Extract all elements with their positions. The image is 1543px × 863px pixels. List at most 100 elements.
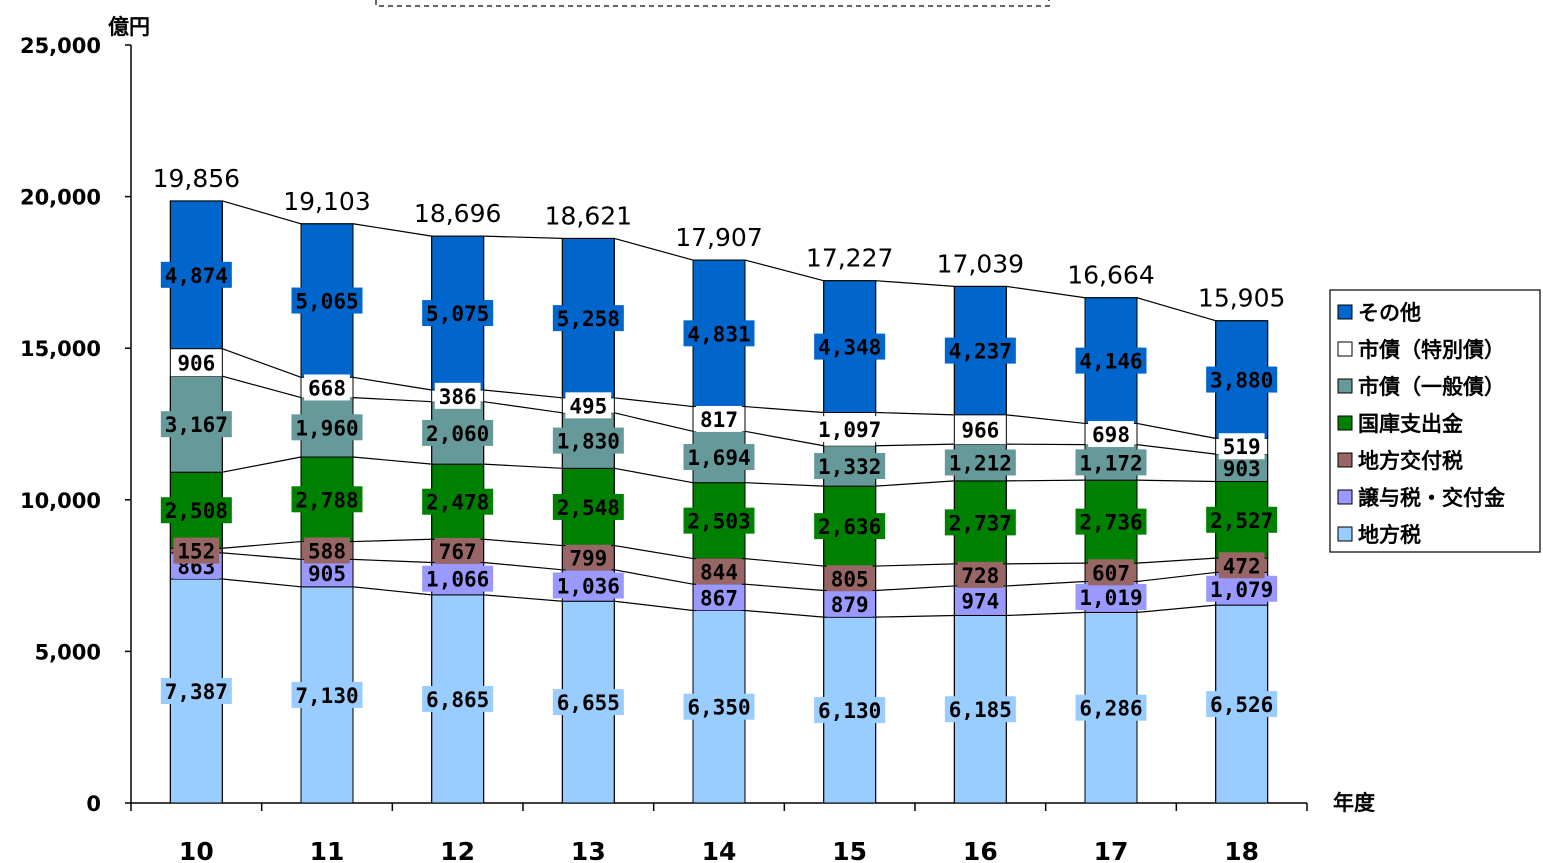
bar-outline — [561, 237, 615, 804]
series-connector-line — [352, 456, 432, 465]
series-connector-line — [875, 614, 955, 618]
data-label-bg — [683, 444, 755, 471]
data-label-bg — [1206, 366, 1278, 393]
series-connector-line — [875, 480, 955, 487]
legend-label: 市債（一般債） — [1358, 375, 1505, 399]
series-connector-line — [352, 376, 432, 391]
data-label: 588 — [308, 539, 346, 563]
data-label: 2,060 — [426, 422, 489, 446]
bar-outline — [431, 235, 485, 804]
series-connector-line — [352, 558, 432, 564]
data-label: 1,019 — [1079, 586, 1142, 610]
data-label: 4,348 — [818, 336, 881, 360]
data-label-bg — [1075, 347, 1147, 374]
data-label: 2,508 — [165, 499, 228, 523]
data-label-bg — [683, 693, 755, 720]
total-label: 18,621 — [545, 201, 632, 230]
y-tick-label: 25,000 — [20, 34, 101, 58]
series-connector-line — [1006, 285, 1086, 299]
data-label: 879 — [831, 593, 869, 617]
bar-outline — [953, 285, 1007, 804]
series-connector-line — [483, 463, 563, 469]
series-connector-line — [744, 482, 824, 487]
total-label: 18,696 — [414, 199, 501, 228]
series-connector-line — [614, 544, 694, 560]
data-label: 2,636 — [818, 515, 881, 539]
data-label: 5,258 — [557, 307, 620, 331]
data-label-bg — [422, 488, 494, 515]
total-label: 17,907 — [675, 223, 762, 252]
legend-swatch — [1337, 489, 1353, 505]
series-connector-line — [483, 235, 563, 240]
data-label: 6,865 — [426, 688, 489, 712]
data-label: 607 — [1092, 561, 1130, 585]
y-tick-label: 10,000 — [20, 489, 101, 513]
data-label-bg — [422, 565, 494, 592]
y-tick-label: 15,000 — [20, 337, 101, 361]
data-label-bg — [944, 509, 1016, 536]
data-label-bg — [696, 558, 742, 585]
data-label: 906 — [177, 351, 215, 375]
legend-swatch — [1337, 341, 1353, 357]
series-connector-line — [614, 237, 694, 261]
series-connector-line — [352, 396, 432, 403]
y-tick-label: 5,000 — [35, 640, 101, 664]
data-label-bg — [160, 497, 232, 524]
series-connector-line — [1006, 479, 1086, 482]
data-label: 1,036 — [557, 575, 620, 599]
x-tick-label: 15 — [832, 837, 867, 863]
data-label-bg — [1206, 506, 1278, 533]
series-connector-line — [222, 540, 302, 549]
data-label-bg — [944, 337, 1016, 364]
data-label: 3,880 — [1210, 369, 1273, 393]
data-label: 1,830 — [557, 430, 620, 454]
series-connector-line — [744, 430, 824, 447]
series-connector-line — [1136, 297, 1216, 322]
total-label: 19,856 — [153, 164, 240, 193]
y-tick-label: 20,000 — [20, 186, 101, 210]
series-connector-line — [614, 412, 694, 432]
x-tick-label: 14 — [702, 837, 737, 863]
data-label-bg — [160, 411, 232, 438]
data-label: 3,167 — [165, 413, 228, 437]
data-label-bg — [304, 374, 350, 401]
data-label-bg — [160, 678, 232, 705]
data-label: 7,387 — [165, 680, 228, 704]
series-connector-line — [614, 600, 694, 612]
data-label-bg — [814, 333, 886, 360]
data-label: 6,130 — [818, 699, 881, 723]
series-connector-line — [483, 401, 563, 414]
series-connector-line — [483, 561, 563, 571]
data-label: 1,694 — [687, 446, 750, 470]
data-label: 2,478 — [426, 491, 489, 515]
legend-label: 譲与税・交付金 — [1358, 486, 1506, 510]
data-label-bg — [696, 405, 742, 432]
data-label-bg — [814, 697, 886, 724]
data-label: 817 — [700, 408, 738, 432]
series-connector-line — [483, 389, 563, 399]
series-connector-line — [1136, 571, 1216, 583]
series-connector-line — [1006, 414, 1086, 425]
bar-outline — [1084, 297, 1138, 804]
data-label-bg — [814, 452, 886, 479]
x-tick-label: 11 — [310, 837, 345, 863]
series-connector-line — [222, 348, 302, 378]
legend-label: 地方交付税 — [1358, 449, 1463, 473]
data-label: 698 — [1092, 423, 1130, 447]
series-connector-line — [352, 538, 432, 543]
legend-swatch — [1337, 415, 1353, 431]
x-axis-title: 年度 — [1333, 791, 1375, 815]
series-connector-line — [875, 411, 955, 416]
data-label-bg — [304, 560, 350, 587]
legend-label: その他 — [1358, 301, 1421, 325]
y-tick-label: 0 — [86, 792, 101, 816]
total-label: 17,039 — [937, 249, 1024, 278]
series-connector-line — [1006, 580, 1086, 587]
legend-label: 市債（特別債） — [1358, 338, 1505, 362]
data-label-bg — [944, 696, 1016, 723]
data-label: 905 — [308, 562, 346, 586]
data-label-bg — [683, 320, 755, 347]
data-label: 2,788 — [295, 488, 358, 512]
y-axis-title: 億円 — [108, 15, 150, 39]
total-label: 19,103 — [283, 187, 370, 216]
